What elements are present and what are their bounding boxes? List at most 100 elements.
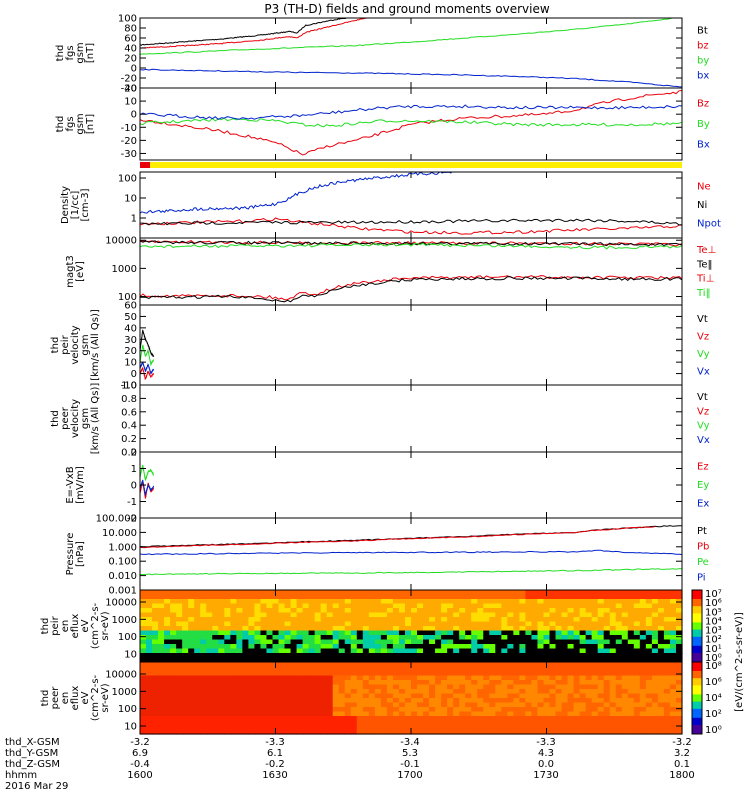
spectrogram-cell xyxy=(609,684,617,690)
spectrogram-cell xyxy=(621,716,629,722)
spectrogram-cell xyxy=(344,644,352,650)
spectrogram-cell xyxy=(657,707,665,713)
colorbar-cell xyxy=(692,732,702,735)
spectrogram-cell xyxy=(411,626,418,632)
spectrogram-cell xyxy=(477,684,484,690)
spectrogram-cell xyxy=(182,716,189,722)
spectrogram-cell xyxy=(254,657,262,663)
spectrogram-cell xyxy=(531,725,539,731)
spectrogram-cell xyxy=(501,644,508,650)
series-group xyxy=(140,172,682,235)
spectrogram-cell xyxy=(621,684,629,690)
spectrogram-cell xyxy=(651,590,659,596)
ylabel-text: gsm xyxy=(75,113,86,134)
ytick-label: 1 xyxy=(131,214,137,225)
spectrogram-cell xyxy=(290,612,298,618)
spectrogram-cell xyxy=(453,716,460,722)
spectrogram-cell xyxy=(224,639,231,645)
spectrogram-cell xyxy=(663,626,671,632)
spectrogram-cell xyxy=(567,689,575,695)
spectrogram-cell xyxy=(591,662,599,668)
spectrogram-cell xyxy=(669,635,677,641)
spectrogram-cell xyxy=(489,626,496,632)
spectrogram-cell xyxy=(146,689,153,695)
footer-value: 5.3 xyxy=(402,748,418,759)
spectrogram-cell xyxy=(525,608,533,614)
spectrogram-cell xyxy=(555,720,563,726)
spectrogram-cell xyxy=(561,603,569,609)
spectrogram-cell xyxy=(423,612,430,618)
spectrogram-cell xyxy=(314,626,322,632)
spectrogram-cell xyxy=(531,711,539,717)
spectrogram-cell xyxy=(447,702,454,708)
spectrogram-cell xyxy=(651,693,659,699)
spectrogram-cell xyxy=(429,657,436,663)
spectrogram-cell xyxy=(489,599,496,605)
spectrogram-cell xyxy=(158,617,165,623)
spectrogram-cell xyxy=(278,635,286,641)
spectrogram-cell xyxy=(200,689,207,695)
spectrogram-cell xyxy=(158,702,165,708)
spectrogram-cell xyxy=(236,621,243,627)
spectrogram-cell xyxy=(344,612,352,618)
spectrogram-cell xyxy=(308,716,316,722)
spectrogram-cell xyxy=(477,693,484,699)
spectrogram-cell xyxy=(194,720,201,726)
spectrogram-cell xyxy=(609,729,617,735)
colorbar-cell xyxy=(692,629,702,632)
spectrogram-cell xyxy=(380,707,388,713)
spectrogram-cell xyxy=(404,621,412,627)
spectrogram-cell xyxy=(621,671,629,677)
spectrogram-cell xyxy=(302,671,310,677)
spectrogram-cell xyxy=(284,635,292,641)
spectrogram-cell xyxy=(423,711,430,717)
spectrogram-cell xyxy=(200,608,207,614)
spectrogram-cell xyxy=(272,639,280,645)
spectrogram-cell xyxy=(404,698,412,704)
spectrogram-cell xyxy=(152,662,159,668)
spectrogram-cell xyxy=(236,666,243,672)
spectrogram-cell xyxy=(308,639,316,645)
spectrogram-cell xyxy=(302,716,310,722)
spectrogram-cell xyxy=(483,608,490,614)
spectrogram-cell xyxy=(579,626,587,632)
ylabel-text: peir xyxy=(60,334,71,354)
spectrogram-cell xyxy=(561,720,569,726)
spectrogram-cell xyxy=(314,621,322,627)
spectrogram-cell xyxy=(194,621,201,627)
spectrogram-cell xyxy=(495,716,502,722)
spectrogram-cell xyxy=(663,675,671,681)
colorbar-cell xyxy=(692,597,702,600)
spectrogram-cell xyxy=(543,666,551,672)
spectrogram-cell xyxy=(627,617,635,623)
spectrogram-cell xyxy=(176,608,183,614)
colorbar-cell xyxy=(692,638,702,641)
spectrogram-cell xyxy=(441,693,448,699)
spectrogram-cell xyxy=(242,662,249,668)
spectrogram-cell xyxy=(507,671,514,677)
colorbar-cell xyxy=(692,662,702,665)
spectrogram-cell xyxy=(429,594,436,600)
spectrogram-cell xyxy=(525,630,533,636)
spectrogram-cell xyxy=(513,626,520,632)
spectrogram-cell xyxy=(200,716,207,722)
spectrogram-cell xyxy=(308,653,316,659)
spectrogram-cell xyxy=(633,725,641,731)
spectrogram-cell xyxy=(555,635,563,641)
spectrogram-cell xyxy=(254,644,262,650)
colorbar-cell xyxy=(692,656,702,659)
spectrogram-cell xyxy=(194,662,201,668)
spectrogram-cell xyxy=(188,680,195,686)
series-group xyxy=(140,239,682,303)
spectrogram-cell xyxy=(417,657,424,663)
spectrogram-cell xyxy=(320,680,328,686)
spectrogram-cell xyxy=(368,662,376,668)
spectrogram-cell xyxy=(573,648,581,654)
spectrogram-cell xyxy=(176,626,183,632)
spectrogram-cell xyxy=(290,720,298,726)
spectrogram-cell xyxy=(603,599,611,605)
spectrogram-cell xyxy=(519,630,527,636)
spectrogram-cell xyxy=(417,702,424,708)
spectrogram-cell xyxy=(200,698,207,704)
spectrogram-cell xyxy=(417,662,424,668)
